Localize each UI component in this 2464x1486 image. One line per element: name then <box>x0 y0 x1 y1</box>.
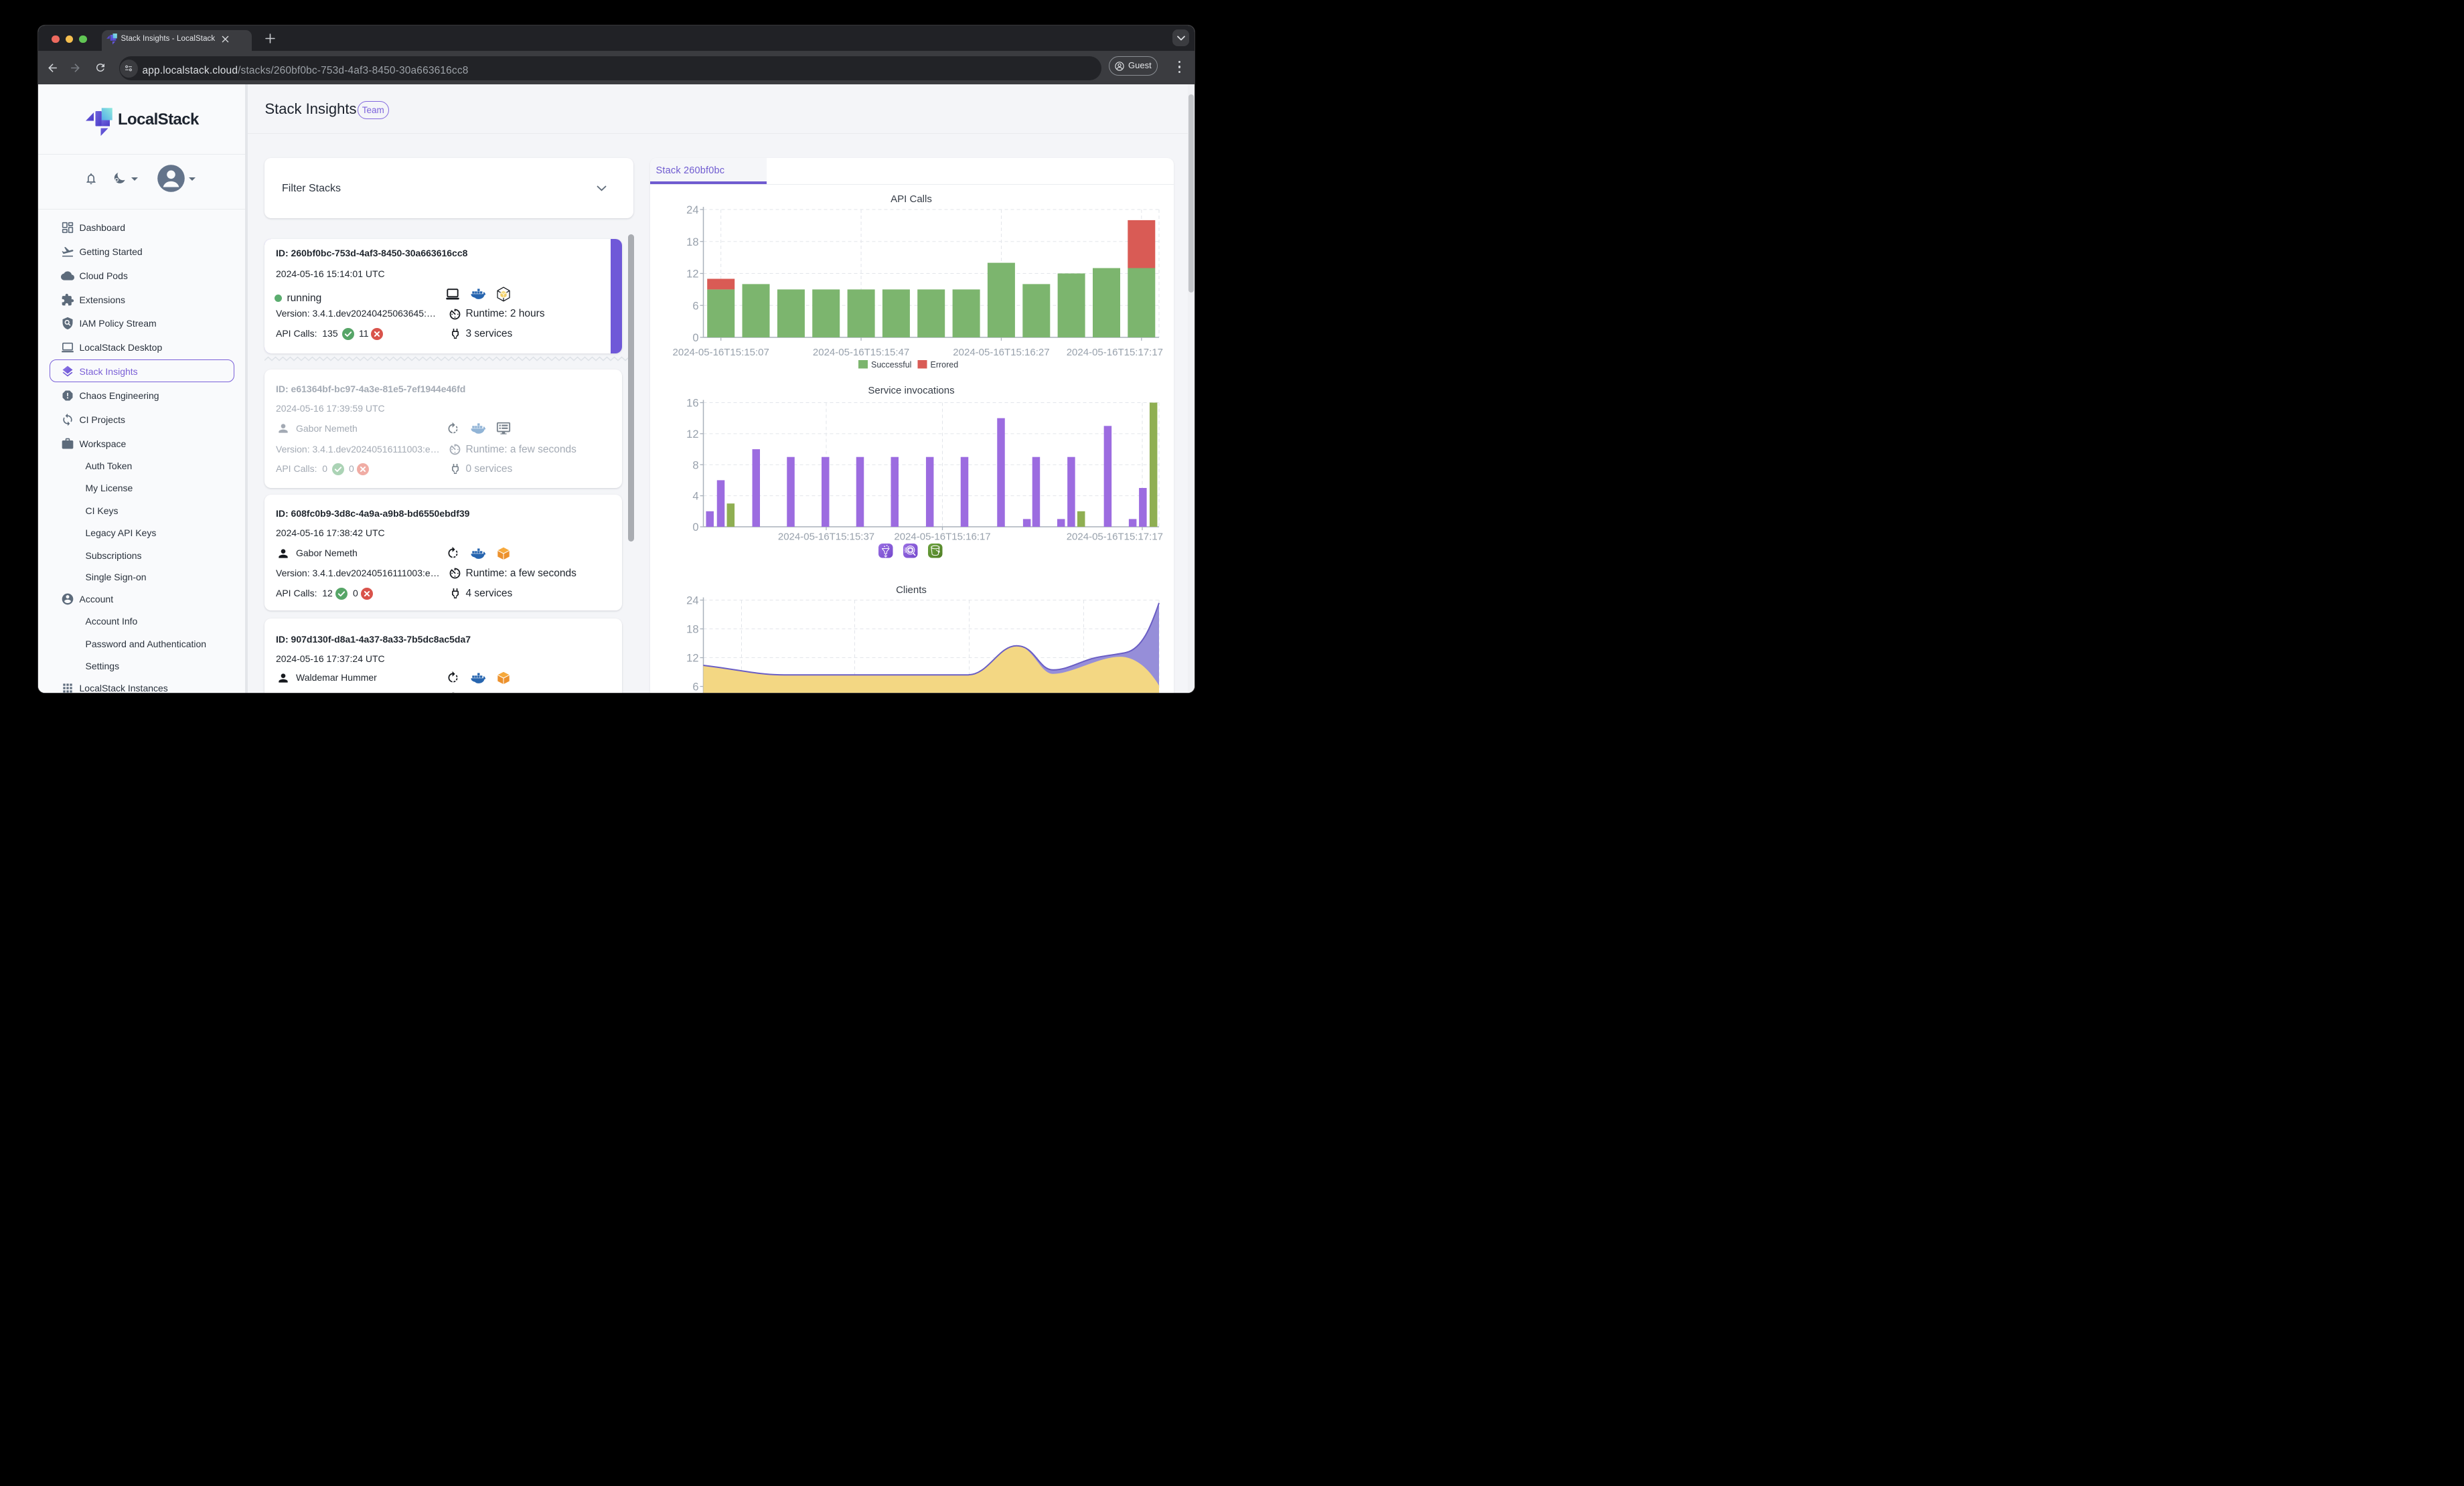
svg-text:6: 6 <box>692 681 698 693</box>
svg-text:2024-05-16T15:17:17: 2024-05-16T15:17:17 <box>1066 347 1162 358</box>
svg-text:2024-05-16T15:15:47: 2024-05-16T15:15:47 <box>812 347 909 358</box>
svg-text:Successful: Successful <box>871 360 911 369</box>
svg-text:24: 24 <box>686 204 698 216</box>
svg-text:Service invocations: Service invocations <box>868 385 954 396</box>
svg-text:12: 12 <box>686 652 698 664</box>
svg-text:12: 12 <box>686 428 698 440</box>
svg-text:16: 16 <box>686 397 698 409</box>
svg-text:2024-05-16T15:16:17: 2024-05-16T15:16:17 <box>894 531 990 542</box>
svg-text:2024-05-16T15:16:27: 2024-05-16T15:16:27 <box>953 347 1049 358</box>
svg-text:2024-05-16T15:15:07: 2024-05-16T15:15:07 <box>672 347 769 358</box>
svg-text:Errored: Errored <box>930 360 958 369</box>
svg-text:2024-05-16T15:15:37: 2024-05-16T15:15:37 <box>777 531 874 542</box>
svg-text:0: 0 <box>692 521 698 533</box>
svg-text:2024-05-16T15:17:17: 2024-05-16T15:17:17 <box>1066 531 1162 542</box>
svg-text:API Calls: API Calls <box>891 193 932 205</box>
svg-text:4: 4 <box>692 490 698 502</box>
svg-text:18: 18 <box>686 236 698 248</box>
svg-text:0: 0 <box>692 332 698 344</box>
svg-text:8: 8 <box>692 459 698 471</box>
svg-text:24: 24 <box>686 594 698 606</box>
svg-text:12: 12 <box>686 268 698 280</box>
svg-text:Clients: Clients <box>896 584 927 596</box>
svg-text:18: 18 <box>686 623 698 635</box>
svg-text:6: 6 <box>692 300 698 312</box>
